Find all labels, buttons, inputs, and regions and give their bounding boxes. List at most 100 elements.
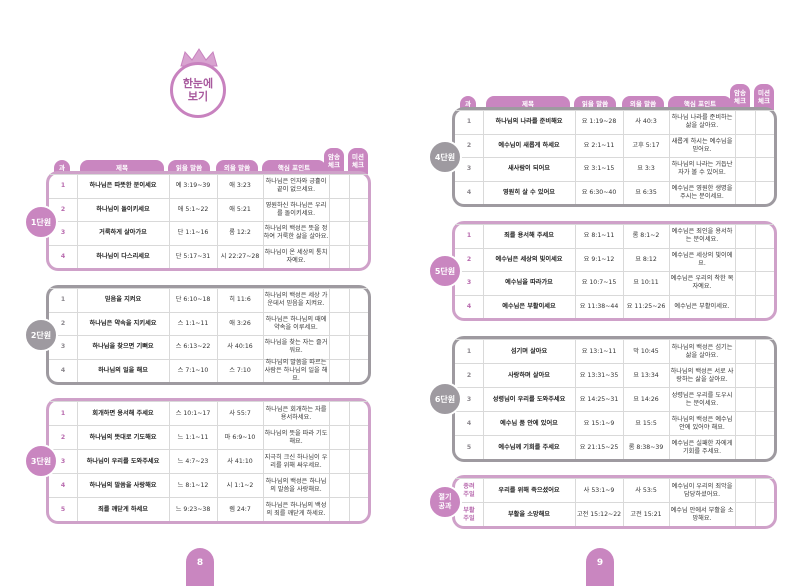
lesson-title: 영원히 살 수 있어요 [502, 188, 555, 196]
mission-check-box[interactable] [349, 289, 369, 312]
lesson-number: 3 [466, 279, 472, 287]
mission-check-box[interactable] [755, 364, 775, 387]
mission-check-box[interactable] [755, 158, 775, 181]
recite-check-box[interactable] [735, 111, 755, 134]
mission-check-box[interactable] [755, 272, 775, 295]
recite-check-box[interactable] [735, 436, 755, 459]
key-point: 하나님을 찾는 자는 즐거워요. [264, 339, 328, 355]
memory-verse: 롬 8:38~39 [628, 443, 664, 451]
recite-check-box[interactable] [329, 313, 349, 336]
recite-check-box[interactable] [735, 158, 755, 181]
recite-check-box[interactable] [735, 503, 755, 526]
mission-check-box[interactable] [349, 222, 369, 245]
recite-check-box[interactable] [329, 450, 349, 473]
recite-check-box[interactable] [735, 135, 755, 158]
mission-check-box[interactable] [349, 246, 369, 269]
lesson-number: 종려 주일 [455, 479, 483, 502]
recite-check-box[interactable] [735, 388, 755, 411]
key-point: 성령님은 우리를 도우시는 분이세요. [671, 391, 733, 407]
mission-check-box[interactable] [349, 474, 369, 497]
key-point: 예수님 안에서 부활을 소망해요. [670, 506, 734, 522]
lesson-title: 하나님이 돌이키세요 [96, 205, 150, 213]
lesson-number: 2 [466, 255, 472, 263]
recite-check-box[interactable] [735, 225, 755, 248]
mission-check-box[interactable] [755, 436, 775, 459]
mission-check-box[interactable] [349, 402, 369, 425]
reading-passage: 요 1:19~28 [581, 118, 617, 126]
reading-passage: 예 3:19~39 [175, 182, 211, 190]
table-row: 1 회개하면 용서해 주세요 스 10:1~17 사 55:7 하나님은 회개하는 자를… [49, 401, 368, 425]
reading-passage: 요 13:31~35 [579, 371, 619, 379]
recite-check-box[interactable] [329, 246, 349, 269]
recite-check-box[interactable] [329, 336, 349, 359]
table-row: 2 예수님은 세상의 빛이세요 요 9:1~12 요 8:12 예수님은 세상의 빛이에… [455, 247, 775, 272]
lesson-title: 예수님께 기회를 주세요 [498, 443, 560, 451]
lesson-title: 예수님은 부활이세요 [502, 302, 556, 310]
recite-check-box[interactable] [329, 360, 349, 383]
mission-check-box[interactable] [755, 296, 775, 319]
mission-check-box[interactable] [349, 313, 369, 336]
mission-check-box[interactable] [755, 135, 775, 158]
mission-check-box[interactable] [755, 225, 775, 248]
recite-check-box[interactable] [329, 474, 349, 497]
recite-check-box[interactable] [329, 175, 349, 198]
mission-check-box[interactable] [349, 199, 369, 222]
recite-check-box[interactable] [735, 340, 755, 363]
unit-2-table: 1 믿음을 지켜요 단 6:10~18 히 11:6 하나님의 백성은 세상 가운데서 … [46, 285, 371, 385]
mission-check-box[interactable] [349, 336, 369, 359]
lesson-title: 새사람이 되어요 [507, 165, 550, 173]
recite-check-box[interactable] [735, 182, 755, 205]
recite-check-box[interactable] [735, 412, 755, 435]
recite-check-box[interactable] [329, 222, 349, 245]
header-mission-check: 미션 체크 [754, 84, 774, 110]
memory-verse: 애 5:21 [229, 205, 251, 213]
unit-1-table: 1 하나님은 따뜻한 분이세요 예 3:19~39 애 3:23 하나님은 인자와 긍휼… [46, 171, 371, 271]
key-point: 예수님은 실패한 자에게 기회를 주세요. [671, 439, 733, 455]
memory-verse: 고전 15:21 [630, 510, 662, 518]
mission-check-box[interactable] [755, 111, 775, 134]
lesson-title: 하나님을 찾으면 기뻐요 [92, 343, 154, 351]
header-mission-check-label: 체크 [758, 97, 770, 105]
key-point: 하나님의 백성은 섬기는 삶을 살아요. [671, 343, 733, 359]
mission-check-box[interactable] [349, 498, 369, 521]
key-point: 하나님의 나라는 거듭난 자가 볼 수 있어요. [671, 161, 733, 177]
lesson-number: 2 [466, 141, 472, 149]
mission-check-box[interactable] [755, 182, 775, 205]
recite-check-box[interactable] [735, 272, 755, 295]
recite-check-box[interactable] [329, 402, 349, 425]
header-read: 읽을 말씀 [574, 96, 616, 110]
table-row: 4 영원히 살 수 있어요 요 6:30~40 요 6:35 예수님은 영원한 생명을 … [455, 180, 775, 205]
unit-6-table: 1 섬기며 살아요 요 13:1~11 막 10:45 하나님의 백성은 섬기는 삶을 … [452, 336, 777, 462]
lesson-title: 예수님 품 안에 있어요 [500, 419, 558, 427]
recite-check-box[interactable] [735, 296, 755, 319]
recite-check-box[interactable] [735, 364, 755, 387]
mission-check-box[interactable] [349, 175, 369, 198]
column-divider [169, 401, 170, 521]
mission-check-box[interactable] [349, 360, 369, 383]
recite-check-box[interactable] [329, 199, 349, 222]
lesson-number: 4 [466, 419, 472, 427]
recite-check-box[interactable] [329, 426, 349, 449]
mission-check-box[interactable] [349, 426, 369, 449]
recite-check-box[interactable] [735, 249, 755, 272]
mission-check-box[interactable] [755, 340, 775, 363]
header-mission-label: 미션 [758, 89, 770, 97]
recite-check-box[interactable] [735, 479, 755, 502]
mission-check-box[interactable] [755, 479, 775, 502]
mission-check-box[interactable] [755, 249, 775, 272]
mission-check-box[interactable] [349, 450, 369, 473]
mission-check-box[interactable] [755, 503, 775, 526]
key-point: 하나님의 백성은 서로 사랑하는 삶을 살아요. [670, 367, 734, 383]
mission-check-box[interactable] [755, 388, 775, 411]
reading-passage: 느 9:23~38 [175, 505, 211, 513]
lesson-title: 사랑하며 살아요 [507, 371, 550, 379]
lesson-title: 예수님은 세상의 빛이세요 [495, 255, 563, 263]
lesson-title: 하나님의 일을 해요 [98, 366, 148, 374]
lesson-number: 1 [466, 347, 472, 355]
column-divider [755, 339, 756, 459]
recite-check-box[interactable] [329, 289, 349, 312]
mission-check-box[interactable] [755, 412, 775, 435]
recite-check-box[interactable] [329, 498, 349, 521]
key-point: 새롭게 하시는 예수님을 믿어요. [671, 137, 733, 153]
key-point: 하나님이 온 세상의 통치자예요. [264, 248, 328, 264]
